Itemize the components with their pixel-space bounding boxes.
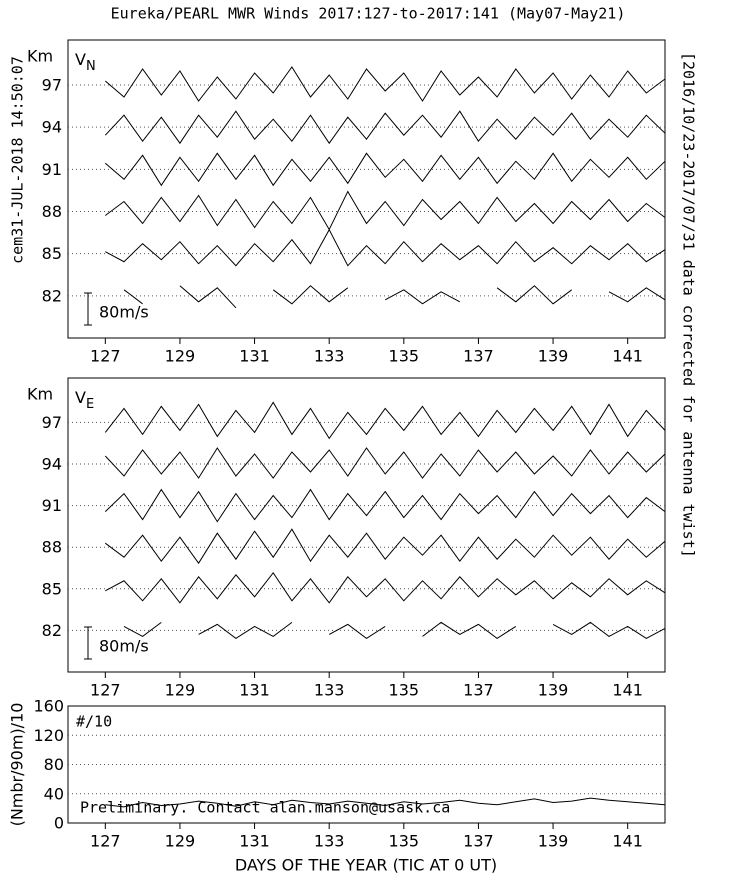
x-tick-label: 139 [538,681,569,700]
wind-trace [104,152,666,187]
wind-trace [104,66,666,102]
panel-label-main: V [75,388,86,407]
x-tick-label: 131 [239,832,270,851]
x-tick-label: 141 [612,832,643,851]
x-tick-label: 141 [612,681,643,700]
wind-trace [123,285,666,309]
y-tick-label: 91 [42,496,62,515]
wind-trace [105,528,666,565]
wind-trace [105,228,666,267]
wind-trace [104,401,666,440]
y-tick-label: 91 [42,160,62,179]
y-axis-label: Km [27,385,53,404]
y-tick-label: 94 [42,454,62,473]
x-tick-label: 141 [612,347,643,366]
y-tick-label: 85 [42,244,62,263]
y-axis-label: (Nmbr/90m)/10 [8,703,27,827]
x-tick-label: 135 [389,681,420,700]
wind-trace [105,190,666,231]
scale-bar [84,626,92,660]
y-tick-label: 80 [44,755,64,774]
y-tick-label: 85 [42,579,62,598]
panel-label-main: V [75,50,86,69]
count-trace [105,797,666,808]
x-tick-label: 129 [165,347,196,366]
y-tick-label: 88 [42,538,62,557]
y-tick-label: 160 [33,697,64,716]
scale-bar [84,292,92,326]
panel-label-sub: E [86,397,94,412]
y-tick-label: 88 [42,202,62,221]
wind-trace [105,571,666,604]
panel-label: #/10 [76,713,112,731]
y-tick-label: 97 [42,75,62,94]
y-tick-label: 120 [33,726,64,745]
x-tick-label: 133 [314,347,345,366]
x-tick-label: 133 [314,681,345,700]
x-axis-label: DAYS OF THE YEAR (TIC AT 0 UT) [235,856,497,875]
wind-trace [104,447,666,479]
y-axis-label: Km [27,47,53,66]
y-tick-label: 40 [44,784,64,803]
x-tick-label: 129 [165,832,196,851]
y-tick-label: 97 [42,413,62,432]
x-tick-label: 139 [538,832,569,851]
y-tick-label: 94 [42,118,62,137]
x-tick-label: 127 [90,347,121,366]
x-tick-label: 127 [90,832,121,851]
scale-bar-label: 80m/s [99,637,149,656]
panel-label: VE [75,388,94,412]
plot-frame [67,377,666,673]
x-tick-label: 127 [90,681,121,700]
y-tick-label: 0 [54,814,64,833]
panel-label: VN [75,50,96,74]
y-tick-label: 82 [42,621,62,640]
plot-frame [67,39,666,339]
panel-label-sub: N [86,59,96,74]
x-tick-label: 131 [239,681,270,700]
x-tick-label: 137 [463,681,494,700]
y-tick-label: 82 [42,286,62,305]
wind-trace [104,110,666,145]
side-note: [2016/10/23-2017/07/31 data corrected fo… [680,52,698,558]
x-tick-label: 131 [239,347,270,366]
annotation: Preliminary. Contact alan.manson@usask.c… [80,799,450,817]
x-tick-label: 129 [165,681,196,700]
wind-trace [104,488,666,523]
wind-trace [123,621,666,640]
x-tick-label: 137 [463,347,494,366]
created-stamp: cem31-JUL-2018 14:50:07 [9,56,27,264]
x-tick-label: 139 [538,347,569,366]
x-tick-label: 135 [389,832,420,851]
chart-title: Eureka/PEARL MWR Winds 2017:127-to-2017:… [111,5,626,23]
x-tick-label: 137 [463,832,494,851]
scale-bar-label: 80m/s [99,303,149,322]
x-tick-label: 135 [389,347,420,366]
x-tick-label: 133 [314,832,345,851]
